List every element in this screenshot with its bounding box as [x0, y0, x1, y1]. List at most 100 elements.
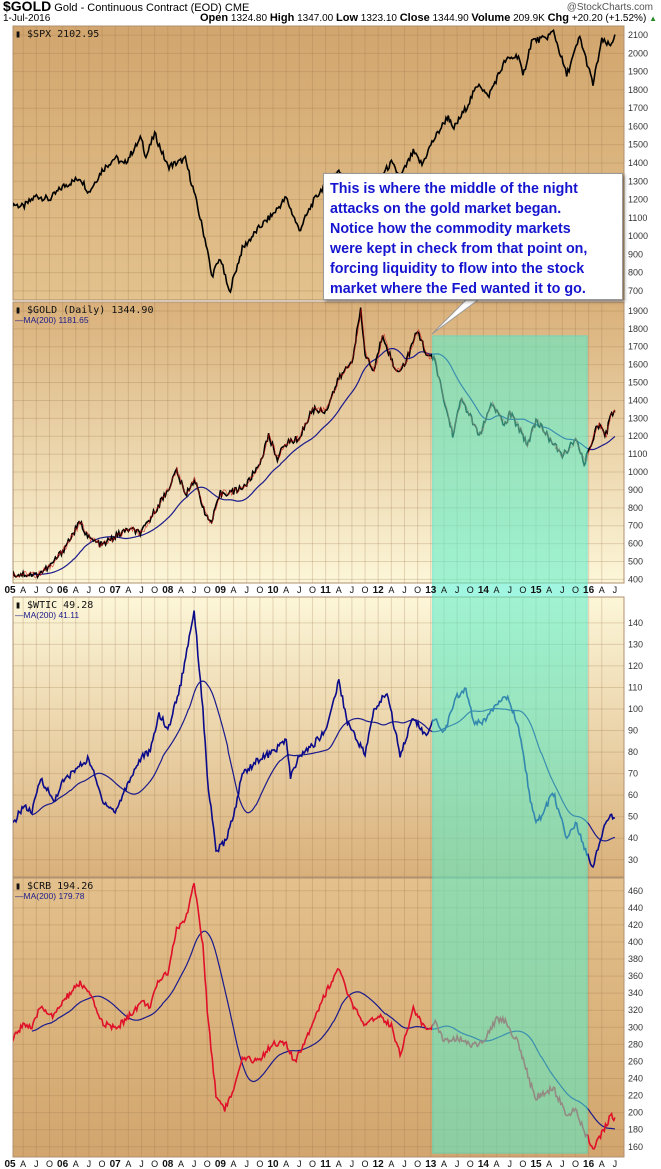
x-tick-label: A [73, 585, 79, 595]
y-tick-label: 1500 [628, 140, 648, 150]
x-tick-label: 11 [320, 585, 331, 596]
y-tick-label: 260 [628, 1056, 643, 1066]
x-tick-label: A [441, 585, 447, 595]
y-tick-label: 1400 [628, 395, 648, 405]
y-tick-label: 1200 [628, 195, 648, 205]
y-tick-label: 1500 [628, 378, 648, 388]
y-tick-label: 900 [628, 485, 643, 495]
annotation-line: Notice how the commodity markets [330, 221, 571, 237]
y-tick-label: 1000 [628, 467, 648, 477]
up-triangle-icon: ▲ [649, 14, 657, 23]
x-tick-label: J [192, 585, 197, 595]
x-tick-label: 08 [162, 1159, 174, 1169]
x-tick-label: A [388, 1159, 394, 1169]
annotation-line: market where the Fed wanted it to go. [330, 281, 586, 297]
x-tick-label: O [309, 1159, 316, 1169]
y-tick-label: 1900 [628, 306, 648, 316]
x-tick-label: J [192, 1159, 197, 1169]
x-tick-label: O [519, 585, 526, 595]
y-tick-label: 240 [628, 1074, 643, 1084]
y-tick-label: 2000 [628, 48, 648, 58]
x-tick-label: 06 [57, 1159, 69, 1169]
low-label: Low [336, 12, 359, 24]
high-value: 1347.00 [297, 13, 334, 24]
x-tick-label: O [204, 585, 211, 595]
y-tick-label: 30 [628, 855, 638, 865]
series-legend: ▮ $SPX 2102.95 [15, 29, 99, 40]
y-tick-label: 1200 [628, 431, 648, 441]
high-label: High [269, 12, 295, 24]
x-tick-label: J [455, 1159, 460, 1169]
chg-label: Chg [547, 12, 569, 24]
y-tick-label: 340 [628, 988, 643, 998]
y-tick-label: 800 [628, 268, 643, 278]
panel-0: 700 800 900 1000 1100 1200 1300 1400 1500 1600 170… [12, 25, 648, 301]
x-tick-label: A [599, 1159, 605, 1169]
close-label: Close [399, 12, 430, 24]
x-tick-label: 09 [215, 1159, 227, 1169]
x-tick-label: A [283, 1159, 289, 1169]
y-tick-label: 1700 [628, 342, 648, 352]
y-tick-label: 460 [628, 886, 643, 896]
annotation-line: attacks on the gold market began. [330, 201, 562, 217]
x-tick-label: J [244, 585, 249, 595]
y-tick-label: 90 [628, 726, 638, 736]
x-tick-label: 12 [373, 585, 385, 596]
x-tick-label: J [613, 585, 618, 595]
y-tick-label: 180 [628, 1125, 643, 1135]
x-tick-label: O [414, 1159, 421, 1169]
quote-summary: Open 1324.80 High 1347.00 Low 1323.10 Cl… [200, 12, 657, 25]
y-tick-label: 900 [628, 249, 643, 259]
x-tick-label: A [441, 1159, 447, 1169]
x-tick-label: 11 [320, 1159, 331, 1169]
x-tick-label: O [519, 1159, 526, 1169]
y-tick-label: 1800 [628, 85, 648, 95]
y-tick-label: 110 [628, 682, 642, 692]
y-tick-label: 1100 [628, 213, 647, 223]
y-tick-label: 500 [628, 557, 643, 567]
close-value: 1344.90 [432, 13, 469, 24]
x-tick-label: 13 [425, 585, 437, 596]
y-tick-label: 1600 [628, 121, 648, 131]
x-tick-label: O [46, 585, 53, 595]
x-tick-label: A [178, 585, 184, 595]
ma-legend: —MA(200) 1181.65 [15, 315, 89, 325]
chart-title: $GOLD Gold - Continuous Contract (EOD) C… [3, 0, 249, 15]
series-legend: ▮ $GOLD (Daily) 1344.90 [15, 305, 153, 316]
x-tick-label: A [125, 1159, 131, 1169]
y-tick-label: 1600 [628, 360, 648, 370]
y-tick-label: 1900 [628, 67, 648, 77]
x-tick-label: J [402, 1159, 407, 1169]
x-tick-label: J [87, 585, 92, 595]
y-tick-label: 50 [628, 812, 638, 822]
y-tick-label: 1300 [628, 413, 648, 423]
x-tick-label: A [599, 585, 605, 595]
x-tick-label: J [402, 585, 407, 595]
x-tick-label: 06 [57, 585, 69, 596]
volume-value: 209.9K [513, 13, 545, 24]
x-tick-label: 05 [4, 585, 16, 596]
description: Gold - Continuous Contract (EOD) [54, 2, 222, 14]
y-tick-label: 700 [628, 521, 643, 531]
x-tick-label: J [613, 1159, 618, 1169]
y-tick-label: 700 [628, 286, 643, 296]
y-tick-label: 1700 [628, 103, 648, 113]
quote-date: 1-Jul-2016 [3, 13, 51, 24]
x-tick-label: J [507, 1159, 512, 1169]
x-tick-label: 13 [425, 1159, 437, 1169]
open-label: Open [200, 12, 229, 24]
x-tick-label: A [125, 585, 131, 595]
x-tick-label: J [244, 1159, 249, 1169]
y-tick-label: 360 [628, 971, 643, 981]
x-tick-label: A [73, 1159, 79, 1169]
x-tick-label: A [494, 1159, 500, 1169]
low-value: 1323.10 [360, 13, 397, 24]
y-tick-label: 120 [628, 661, 643, 671]
x-tick-label: 08 [162, 585, 174, 596]
y-tick-label: 1300 [628, 176, 648, 186]
x-tick-label: A [336, 585, 342, 595]
x-tick-label: O [362, 1159, 369, 1169]
exchange: CME [224, 2, 250, 14]
x-tick-label: O [414, 585, 421, 595]
x-tick-label: J [350, 585, 355, 595]
